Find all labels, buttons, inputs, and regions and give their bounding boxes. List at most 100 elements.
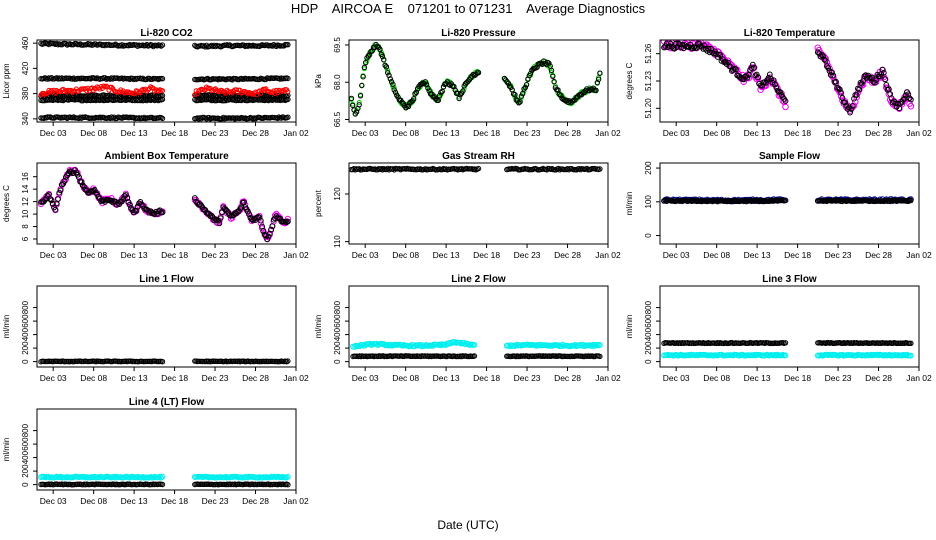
data-point [439, 88, 445, 95]
data-point [159, 96, 166, 103]
data-point [417, 166, 423, 172]
data-point [423, 342, 430, 348]
y-axis-label: degrees C [625, 62, 634, 99]
y-tick-label: 0 [333, 359, 342, 364]
data-point [136, 200, 142, 207]
data-point [475, 165, 482, 172]
series-6 [38, 114, 291, 122]
chart-title: Line 2 Flow [451, 274, 506, 285]
data-point [150, 210, 157, 216]
data-point [395, 94, 401, 100]
data-point [365, 53, 371, 59]
x-tick-label: Dec 08 [703, 250, 730, 260]
x-tick-label: Jan 02 [283, 250, 309, 260]
data-point [862, 72, 869, 78]
y-tick-label: 110 [333, 235, 342, 248]
data-point [713, 51, 720, 58]
data-point [149, 42, 155, 48]
series-2 [350, 353, 603, 360]
x-tick-label: Dec 13 [121, 250, 148, 260]
y-tick-label: 200 [644, 161, 653, 175]
x-tick-label: Dec 03 [40, 250, 67, 260]
x-tick-label: Dec 23 [825, 250, 852, 260]
data-point [285, 89, 291, 95]
x-tick-label: Dec 18 [473, 250, 500, 260]
series-1 [37, 166, 291, 243]
data-point [527, 70, 534, 77]
series-2 [661, 197, 914, 205]
x-tick-label: Dec 28 [242, 250, 269, 260]
data-point [93, 41, 99, 47]
data-point [689, 45, 696, 51]
data-point [159, 359, 166, 365]
x-tick-label: Dec 03 [352, 250, 379, 260]
data-point [412, 91, 418, 97]
data-point [285, 482, 291, 488]
series-4 [38, 83, 291, 98]
data-point [156, 473, 163, 480]
data-point [833, 78, 839, 85]
data-point [751, 64, 757, 71]
data-point [411, 343, 418, 350]
data-point [597, 70, 603, 76]
y-axis-label: Licor ppm [2, 63, 11, 98]
data-point [777, 89, 784, 95]
data-point [717, 52, 724, 58]
x-tick-label: Dec 28 [865, 250, 892, 260]
data-point [422, 79, 428, 85]
data-point [159, 42, 166, 48]
data-point [908, 96, 914, 103]
x-tick-label: Dec 03 [40, 496, 67, 506]
y-tick-label: 800 [21, 423, 30, 437]
data-point [82, 86, 88, 92]
data-point [381, 57, 387, 63]
y-tick-label: 420 [21, 61, 30, 75]
data-point [373, 340, 380, 347]
x-tick-label: Dec 13 [121, 128, 148, 138]
data-point [818, 51, 825, 58]
data-point [126, 202, 133, 208]
data-point [438, 89, 444, 96]
x-tick-label: Dec 18 [784, 128, 811, 138]
x-tick-label: Dec 08 [80, 373, 107, 383]
data-point [108, 197, 115, 204]
data-point [285, 42, 291, 48]
data-point [884, 84, 891, 92]
data-point [856, 86, 863, 93]
data-point [748, 65, 755, 71]
data-point [471, 342, 478, 348]
x-axis-label: Date (UTC) [437, 518, 499, 532]
plot-frame [36, 285, 297, 368]
data-point [418, 81, 425, 87]
data-point [546, 60, 552, 66]
y-tick-label: 51.20 [644, 98, 653, 119]
data-point [274, 115, 281, 122]
data-point [285, 473, 291, 480]
y-axis-label: kPa [314, 74, 323, 88]
data-point [378, 166, 384, 172]
data-point [146, 209, 153, 216]
x-tick-label: Dec 08 [392, 128, 419, 138]
x-tick-label: Dec 08 [80, 250, 107, 260]
data-point [43, 195, 50, 202]
data-point [256, 214, 263, 221]
plot-frame [659, 285, 920, 368]
series-1 [661, 339, 914, 347]
chart-title: Line 4 (LT) Flow [129, 397, 205, 408]
x-tick-label: Dec 13 [433, 250, 460, 260]
chart-panel-3: Li-820 Temperature degrees C 51.20 51.23 51.… [625, 28, 932, 138]
x-tick-label: Dec 08 [703, 128, 730, 138]
x-tick-label: Jan 02 [283, 373, 309, 383]
data-point [269, 223, 276, 230]
data-point [382, 62, 388, 69]
data-point [907, 102, 915, 110]
data-point [285, 358, 291, 364]
data-point [712, 48, 718, 55]
data-point [905, 91, 912, 98]
data-point [257, 217, 264, 224]
plot-frame [36, 162, 297, 245]
data-point [457, 339, 464, 346]
data-point [572, 97, 578, 103]
